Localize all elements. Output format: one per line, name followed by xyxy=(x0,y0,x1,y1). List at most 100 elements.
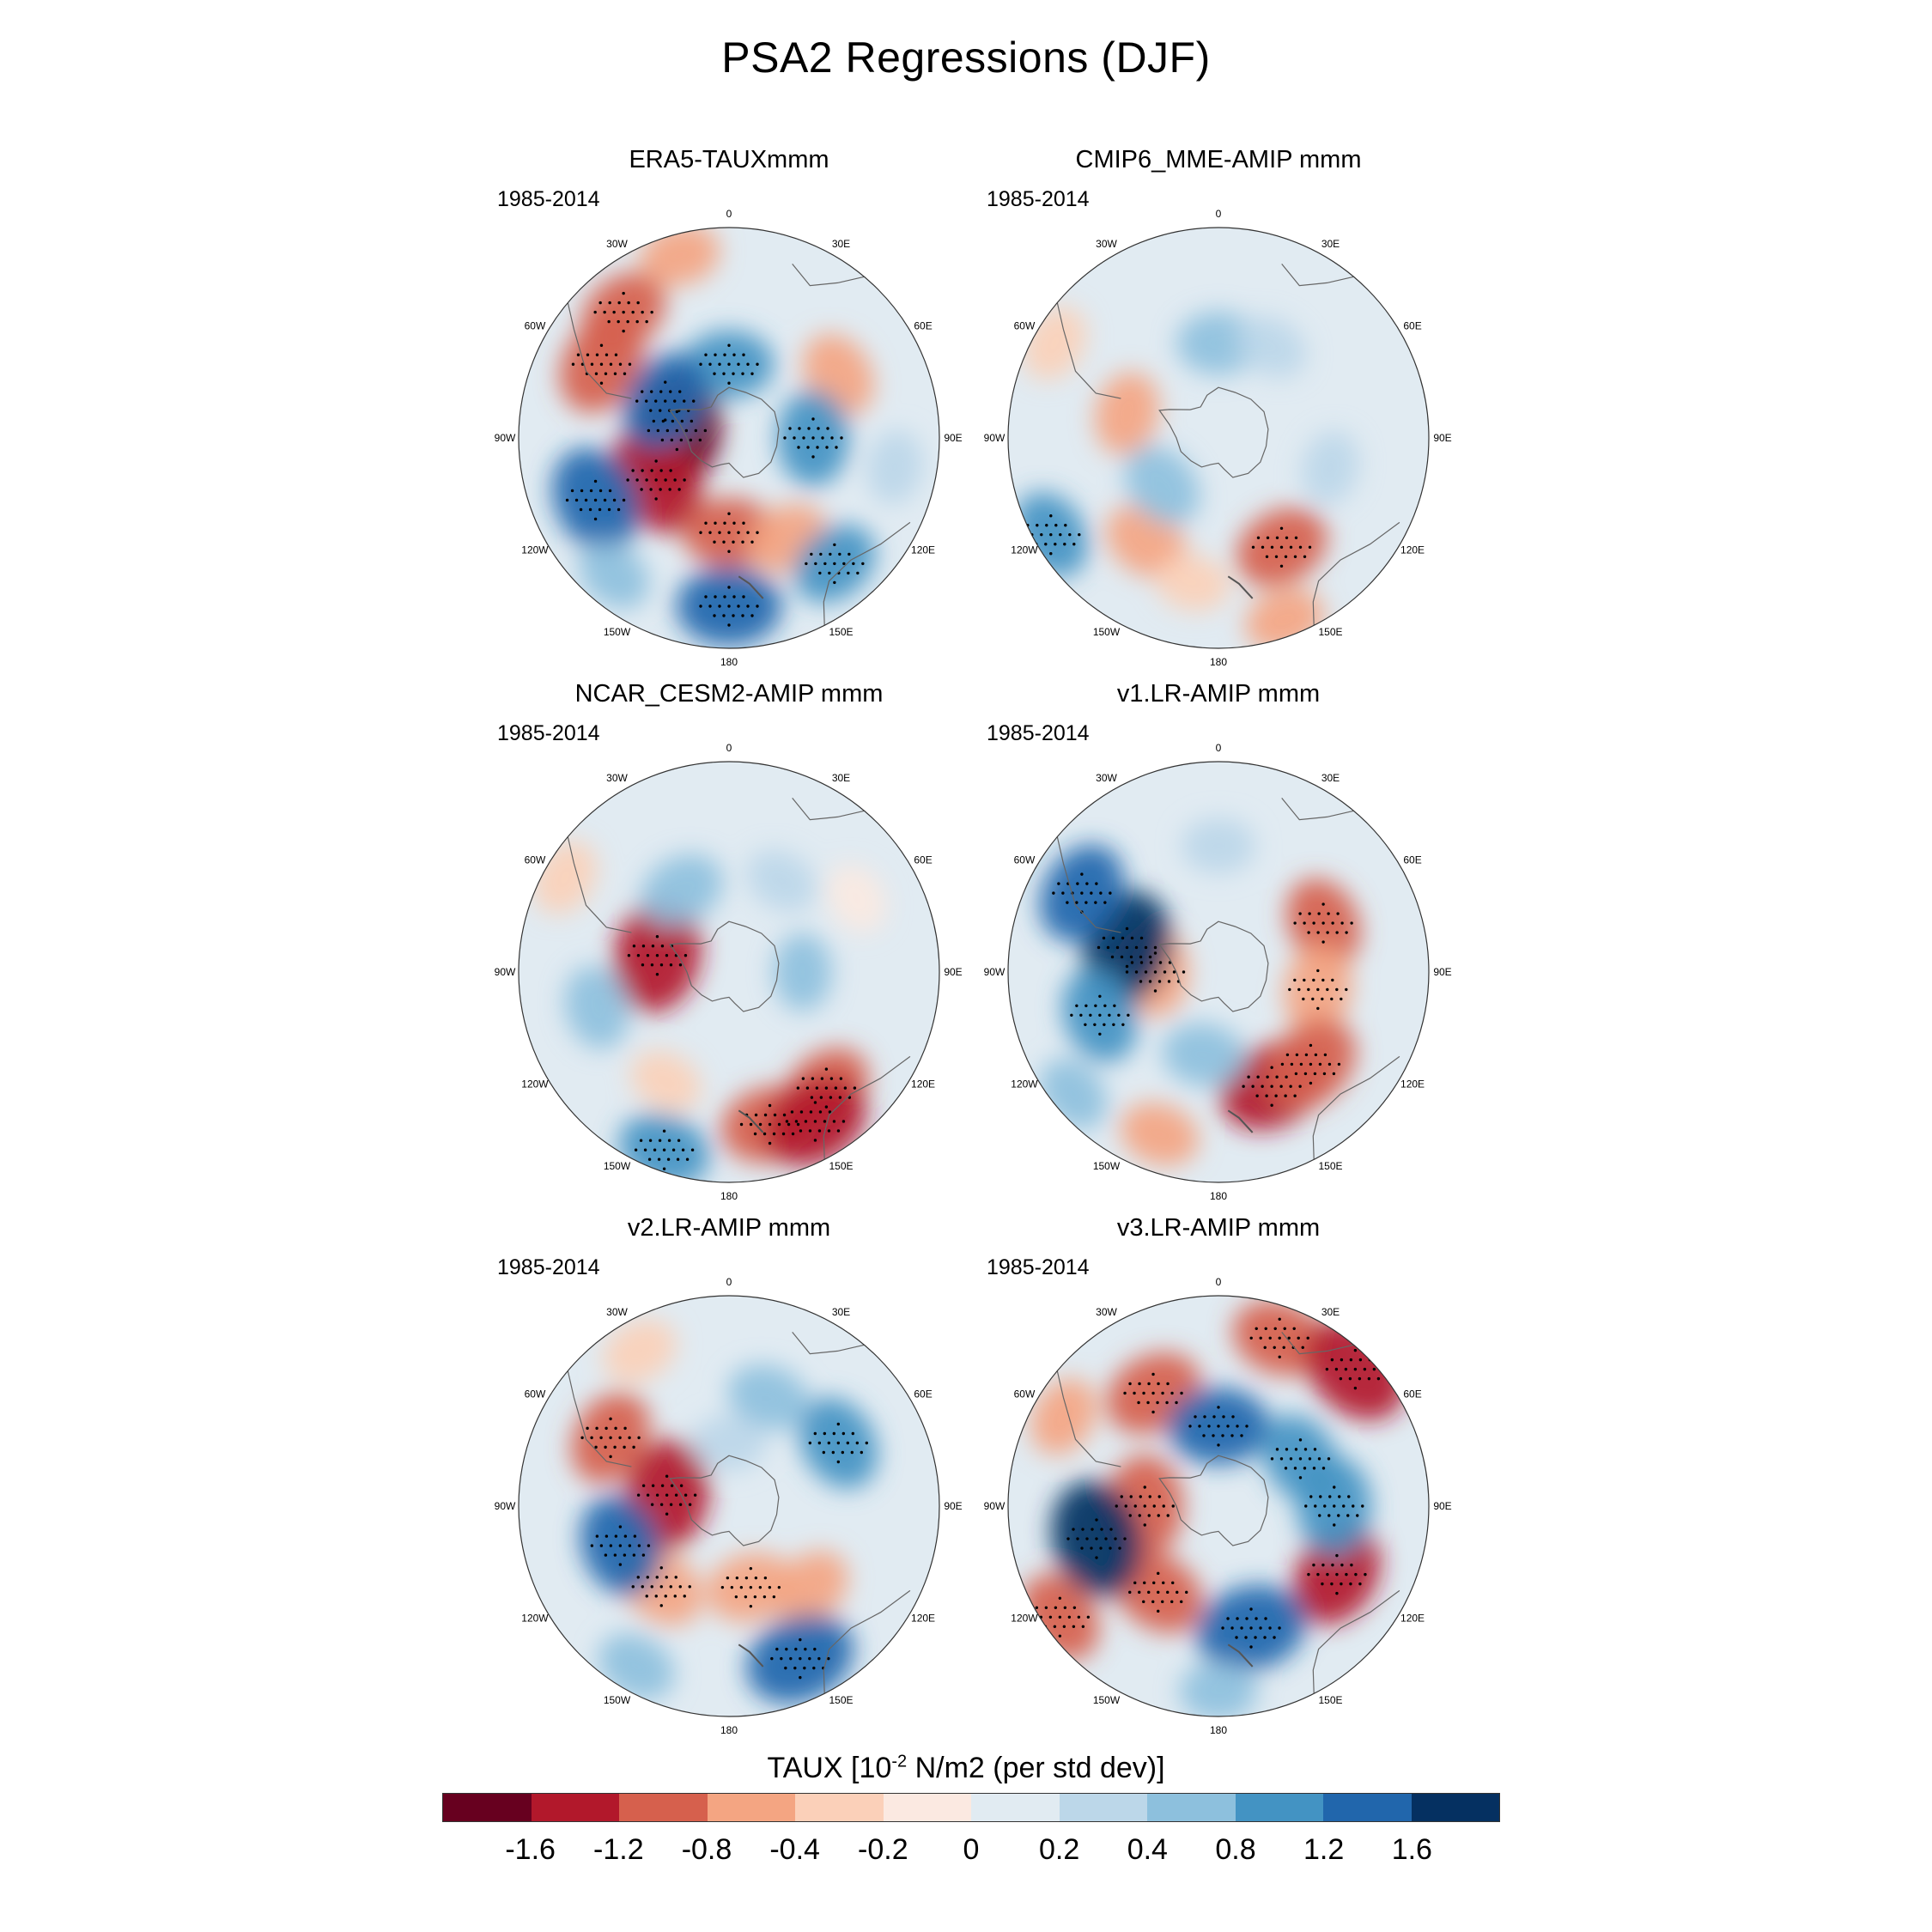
stipple-dot xyxy=(1109,1546,1112,1550)
stipple-dot xyxy=(1063,543,1066,546)
south-america-coastline xyxy=(1056,1370,1121,1467)
stipple-dot xyxy=(840,436,843,440)
stipple-dot xyxy=(647,1544,651,1547)
stipple-dot xyxy=(799,1110,804,1114)
stipple-dot xyxy=(622,291,625,295)
stipple-dot xyxy=(1170,1600,1174,1604)
stipple-dot xyxy=(758,1122,762,1127)
stipple-dot xyxy=(655,973,659,976)
stipple-dot xyxy=(808,1441,812,1445)
stipple-dot xyxy=(1282,1346,1285,1350)
stipple-dot xyxy=(586,353,590,356)
field-layer xyxy=(519,762,939,1182)
stipple-dot xyxy=(1263,1636,1267,1639)
stipple-dot xyxy=(1345,987,1348,992)
stipple-dot xyxy=(1077,1615,1081,1619)
stipple-dot xyxy=(756,531,759,534)
stipple-dot xyxy=(1221,1626,1224,1630)
stipple-dot xyxy=(607,507,611,512)
antarctica-coastline xyxy=(1158,920,1269,1012)
stipple-dot xyxy=(1348,1376,1352,1381)
stipple-dot xyxy=(660,1484,665,1487)
stipple-dot xyxy=(1084,901,1088,904)
longitude-label: 30E xyxy=(1321,772,1340,784)
stipple-dot xyxy=(1297,1336,1300,1340)
stipple-dot xyxy=(683,954,688,957)
stipple-dot xyxy=(614,353,618,356)
stipple-dot xyxy=(637,1544,641,1547)
stipple-dot xyxy=(1278,1317,1281,1321)
panel-period: 1985-2014 xyxy=(987,187,1090,211)
field-anomaly xyxy=(827,864,886,933)
stipple-dot xyxy=(739,1585,744,1589)
longitude-label: 30W xyxy=(606,772,628,784)
stipple-dot xyxy=(654,478,658,482)
longitude-label: 120W xyxy=(1011,1078,1038,1091)
stipple-dot xyxy=(637,1436,641,1440)
stipple-dot xyxy=(836,1129,841,1133)
stipple-dot xyxy=(763,1113,768,1117)
stipple-dot xyxy=(817,1656,821,1661)
stipple-dot xyxy=(797,446,800,449)
stipple-dot xyxy=(822,1450,826,1455)
stipple-dot xyxy=(810,552,813,556)
stipple-dot xyxy=(693,1493,697,1497)
stipple-dot xyxy=(647,428,651,433)
stipple-dot xyxy=(658,1139,662,1142)
stipple-dot xyxy=(1255,1327,1258,1331)
panel-title: CMIP6_MME-AMIP mmm xyxy=(1075,146,1362,173)
stipple-dot xyxy=(683,399,686,403)
stipple-dot xyxy=(749,1604,753,1608)
stipple-dot xyxy=(1157,1495,1161,1498)
stipple-dot xyxy=(1079,1013,1083,1017)
stipple-dot xyxy=(684,428,689,433)
stipple-dot xyxy=(1283,1327,1286,1331)
map-boundary xyxy=(518,761,940,1183)
stipple-dot xyxy=(714,521,717,525)
stipple-dot xyxy=(850,1450,854,1455)
stipple-dot xyxy=(813,1139,817,1142)
stipple-dot xyxy=(1226,1617,1230,1620)
stipple-dot xyxy=(732,614,735,617)
field-anomaly xyxy=(1162,1023,1246,1087)
stipple-dot xyxy=(1072,1625,1076,1628)
stipple-dot xyxy=(704,595,708,598)
stipple-dot xyxy=(810,1096,814,1099)
stipple-dot xyxy=(1162,1581,1165,1585)
stipple-dot xyxy=(626,319,629,324)
longitude-label: 30E xyxy=(832,772,850,784)
stipple-dot xyxy=(1110,955,1115,959)
stipple-dot xyxy=(683,478,686,482)
stipple-dot xyxy=(741,540,744,544)
longitude-label: 60W xyxy=(525,320,546,332)
stipple-dot xyxy=(1137,1400,1140,1405)
stipple-dot xyxy=(1061,891,1065,895)
stipple-dot xyxy=(802,436,805,440)
stipple-dot xyxy=(699,605,702,608)
stipple-dot xyxy=(811,455,815,459)
stipple-dot xyxy=(1095,1556,1098,1559)
stipple-dot xyxy=(1143,1504,1146,1508)
stipple-dot xyxy=(768,1122,772,1127)
stipple-dot xyxy=(1117,1013,1121,1017)
colorbar-title-suffix: N/m2 (per std dev)] xyxy=(907,1752,1165,1784)
map-boundary xyxy=(1007,761,1430,1183)
field-anomaly xyxy=(727,1364,810,1431)
stipple-dot xyxy=(1335,1572,1339,1577)
stipple-dot xyxy=(623,1553,627,1557)
stipple-dot xyxy=(824,1105,829,1109)
stipple-dot xyxy=(636,954,641,957)
stipple-dot xyxy=(1316,969,1320,973)
stipple-dot xyxy=(829,1096,833,1099)
stipple-dot xyxy=(732,595,736,598)
stipple-dot xyxy=(811,436,815,440)
stipple-dot xyxy=(665,1576,668,1579)
polar-map: 0 30E 60E 90E 120E 150E 180 150W 120W 90W 60W 30W xyxy=(495,1276,963,1736)
stipple-dot xyxy=(1372,1367,1376,1371)
stipple-dot xyxy=(604,372,608,375)
stipple-dot xyxy=(727,343,731,347)
map-background xyxy=(519,1296,939,1716)
field-anomaly xyxy=(1236,316,1307,378)
stipple-dot xyxy=(1298,912,1302,915)
stipple-dot xyxy=(1321,978,1325,982)
